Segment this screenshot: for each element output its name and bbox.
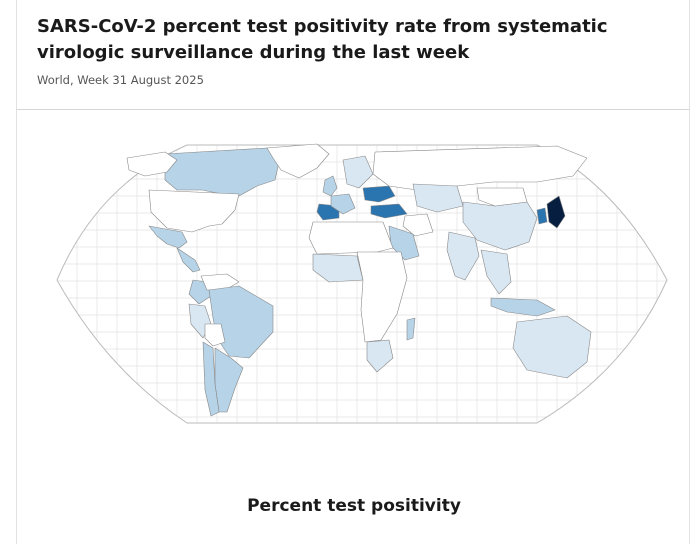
chart-title: SARS-CoV-2 percent test positivity rate … <box>37 16 608 63</box>
chart-subtitle: World, Week 31 August 2025 <box>37 73 204 87</box>
country-usa[interactable] <box>148 189 240 233</box>
country-west-africa[interactable] <box>312 253 364 283</box>
country-ukraine[interactable] <box>362 185 396 203</box>
country-canada[interactable] <box>164 147 280 197</box>
country-argentina[interactable] <box>214 347 244 413</box>
country-chile[interactable] <box>202 341 220 417</box>
country-alaska[interactable] <box>126 151 178 177</box>
country-greenland[interactable] <box>266 143 330 179</box>
country-france[interactable] <box>330 193 356 215</box>
map-regions <box>126 143 592 417</box>
globe-outline <box>56 144 668 424</box>
country-japan[interactable] <box>546 195 566 229</box>
country-venezuela[interactable] <box>200 273 240 291</box>
country-brazil[interactable] <box>208 285 274 359</box>
country-turkey[interactable] <box>370 203 408 219</box>
country-uk[interactable] <box>322 175 338 197</box>
country-iran[interactable] <box>402 213 434 237</box>
country-southeast-asia[interactable] <box>480 249 512 295</box>
world-map[interactable] <box>17 110 689 490</box>
country-kazakhstan[interactable] <box>412 183 464 213</box>
country-indonesia[interactable] <box>490 297 556 317</box>
country-bolivia[interactable] <box>204 323 226 347</box>
country-russia[interactable] <box>372 145 588 191</box>
country-australia[interactable] <box>512 315 592 379</box>
legend-title: Percent test positivity <box>247 496 461 516</box>
country-mexico[interactable] <box>148 225 188 249</box>
country-central-america[interactable] <box>176 247 201 273</box>
country-central-africa[interactable] <box>356 251 408 343</box>
country-mongolia[interactable] <box>476 187 528 207</box>
country-africa-north[interactable] <box>308 221 394 255</box>
country-south-africa[interactable] <box>366 339 394 373</box>
country-korea[interactable] <box>536 207 548 225</box>
country-madagascar[interactable] <box>406 317 416 341</box>
country-scandinavia[interactable] <box>342 155 374 189</box>
map-panel: Percent test positivity <box>16 110 690 544</box>
country-india[interactable] <box>446 231 480 281</box>
chart-header: SARS-CoV-2 percent test positivity rate … <box>16 0 690 110</box>
